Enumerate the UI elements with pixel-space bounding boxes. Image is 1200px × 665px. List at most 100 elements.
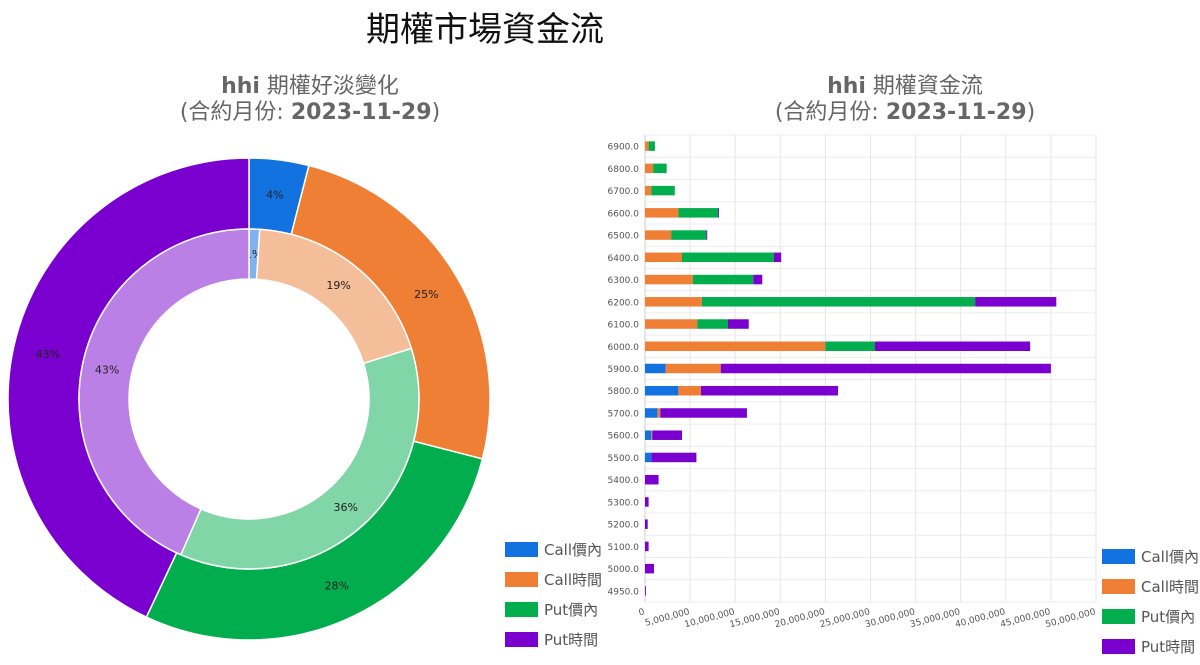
x-tick-label-zero: 0 <box>638 607 646 618</box>
bar-put-in-6600.0[interactable] <box>678 208 719 218</box>
bar-put-in-6100.0[interactable] <box>697 319 728 329</box>
donut-chart: 4%25%28%43%1%19%36%43% <box>7 157 491 641</box>
legend-swatch <box>1102 608 1135 624</box>
bar-call-time-5700.0[interactable] <box>657 408 661 418</box>
pie-subtitle-suffix: ) <box>431 100 441 125</box>
bar-put-time-5900.0[interactable] <box>720 363 1051 374</box>
bar-title-rest: 期權資金流 <box>865 74 983 99</box>
bar-put-time-5300.0[interactable] <box>645 497 649 507</box>
bar-legend-item-call-time[interactable]: Call時間 <box>1102 575 1199 597</box>
bar-put-in-6500.0[interactable] <box>671 230 707 240</box>
y-tick-label: 6700.0 <box>608 187 640 197</box>
bar-call-time-6200.0[interactable] <box>645 297 702 307</box>
bar-put-time-6100.0[interactable] <box>727 319 749 329</box>
bar-put-time-6600.0[interactable] <box>718 208 719 218</box>
pie-subtitle-date: 2023-11-29 <box>290 100 432 125</box>
bar-call-time-6400.0[interactable] <box>645 252 682 263</box>
outer-label-put-in: 28% <box>324 579 348 592</box>
bar-put-time-5600.0[interactable] <box>652 430 682 440</box>
inner-slice-put-time[interactable] <box>78 228 250 556</box>
pie-chart-title: hhi 期權好淡變化 (合約月份: 2023-11-29) <box>60 74 560 126</box>
legend-label: Call價內 <box>544 540 603 559</box>
legend-label: Call時間 <box>544 570 603 589</box>
bar-call-in-5700.0[interactable] <box>645 408 658 418</box>
bar-put-time-5700.0[interactable] <box>660 408 747 418</box>
bar-call-time-6000.0[interactable] <box>645 341 826 352</box>
y-tick-label: 5700.0 <box>608 409 640 419</box>
bar-put-time-5200.0[interactable] <box>645 519 648 529</box>
bar-call-time-6600.0[interactable] <box>645 208 679 218</box>
bar-call-time-5600.0[interactable] <box>651 430 653 440</box>
legend-swatch <box>1102 578 1135 594</box>
bar-put-in-6200.0[interactable] <box>701 297 976 307</box>
bar-put-time-6500.0[interactable] <box>706 230 708 240</box>
bar-put-in-6800.0[interactable] <box>653 163 667 174</box>
bar-put-in-6900.0[interactable] <box>648 141 655 151</box>
legend-label: Put價內 <box>544 600 599 619</box>
bar-put-time-5000.0[interactable] <box>645 563 655 574</box>
bar-put-time-6300.0[interactable] <box>753 274 763 285</box>
outer-label-call-in: 4% <box>266 189 283 202</box>
bar-put-time-6200.0[interactable] <box>975 297 1057 307</box>
legend-label: Put價內 <box>1141 607 1196 626</box>
y-tick-label: 5600.0 <box>608 432 640 442</box>
outer-label-put-time: 43% <box>36 348 60 361</box>
legend-swatch <box>505 571 538 587</box>
legend-swatch <box>1102 638 1135 654</box>
pie-legend-item-call-in[interactable]: Call價內 <box>505 538 602 560</box>
page-title: 期權市場資金流 <box>366 10 604 50</box>
y-tick-label: 6500.0 <box>608 232 640 242</box>
bar-put-in-6000.0[interactable] <box>825 341 876 352</box>
pie-subtitle-prefix: (合約月份: <box>179 100 291 125</box>
bar-put-time-5500.0[interactable] <box>651 452 697 463</box>
bar-title-bold: hhi <box>827 74 866 99</box>
bar-put-time-4950.0[interactable] <box>645 586 646 596</box>
bar-put-time-5400.0[interactable] <box>645 474 659 485</box>
bar-call-time-5800.0[interactable] <box>678 385 701 396</box>
x-tick-label: 25,000,000 <box>819 607 872 630</box>
pie-legend-item-put-in[interactable]: Put價內 <box>505 598 602 620</box>
bar-put-time-6000.0[interactable] <box>875 341 1031 352</box>
x-tick-label: 30,000,000 <box>864 607 917 630</box>
bar-put-time-5800.0[interactable] <box>700 385 839 396</box>
bar-put-time-6400.0[interactable] <box>773 252 782 263</box>
bar-put-in-6400.0[interactable] <box>681 252 774 263</box>
bar-call-in-5500.0[interactable] <box>645 452 652 463</box>
bar-legend: Call價內 Call時間 Put價內 Put時間 <box>1102 545 1199 665</box>
pie-legend-item-call-time[interactable]: Call時間 <box>505 568 602 590</box>
bar-call-time-6800.0[interactable] <box>645 163 654 174</box>
pie-legend-item-put-time[interactable]: Put時間 <box>505 628 602 650</box>
bar-subtitle-suffix: ) <box>1026 100 1036 125</box>
y-tick-label: 5100.0 <box>608 543 640 553</box>
legend-swatch <box>1102 548 1135 564</box>
pie-title-bold: hhi <box>221 74 260 99</box>
bar-legend-item-call-in[interactable]: Call價內 <box>1102 545 1199 567</box>
bar-call-time-6300.0[interactable] <box>645 274 693 285</box>
bar-call-time-6500.0[interactable] <box>645 230 672 240</box>
bar-call-in-5600.0[interactable] <box>645 430 652 440</box>
y-tick-label: 5800.0 <box>608 387 640 397</box>
legend-swatch <box>505 541 538 557</box>
bar-put-in-6300.0[interactable] <box>692 274 754 285</box>
y-tick-label: 6300.0 <box>608 276 640 286</box>
x-tick-label: 45,000,000 <box>999 607 1052 630</box>
y-tick-label: 6800.0 <box>608 165 640 175</box>
bar-call-in-5800.0[interactable] <box>645 385 679 396</box>
y-tick-label: 5500.0 <box>608 454 640 464</box>
bar-put-time-5100.0[interactable] <box>645 541 649 552</box>
pie-title-rest: 期權好淡變化 <box>259 74 399 99</box>
legend-label: Call時間 <box>1141 577 1200 596</box>
bar-put-in-6700.0[interactable] <box>651 185 675 196</box>
x-tick-label: 40,000,000 <box>954 607 1007 630</box>
inner-label-put-in: 36% <box>333 501 357 514</box>
inner-slice-put-in[interactable] <box>179 347 420 570</box>
bar-call-time-6100.0[interactable] <box>645 319 698 329</box>
bar-call-time-6900.0[interactable] <box>645 141 649 151</box>
bar-legend-item-put-time[interactable]: Put時間 <box>1102 635 1199 657</box>
bar-call-in-5900.0[interactable] <box>645 363 666 374</box>
bar-call-time-5900.0[interactable] <box>665 363 721 374</box>
bar-call-time-6700.0[interactable] <box>645 185 652 196</box>
y-tick-label: 6000.0 <box>608 343 640 353</box>
bar-legend-item-put-in[interactable]: Put價內 <box>1102 605 1199 627</box>
